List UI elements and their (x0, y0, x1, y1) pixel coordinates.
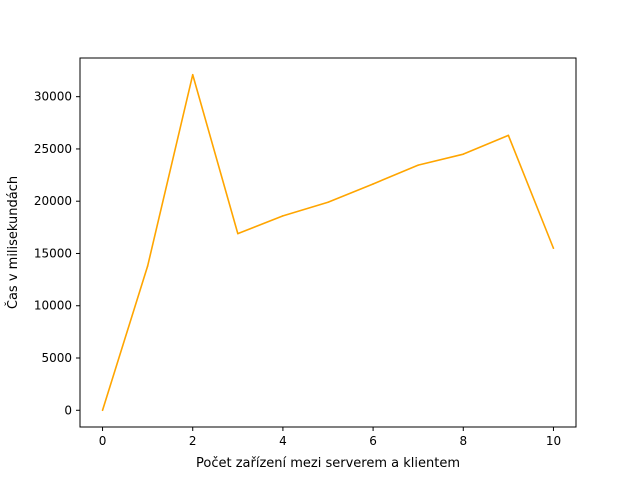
data-point (507, 134, 510, 137)
data-point (327, 201, 329, 204)
data-point (462, 153, 465, 155)
y-tick-label: 15000 (34, 246, 72, 260)
y-tick-label: 0 (64, 403, 72, 417)
x-axis-label: Počet zařízení mezi serverem a klientem (196, 456, 460, 471)
data-point (191, 73, 194, 76)
y-axis-label: Čas v milisekundách (5, 176, 21, 309)
x-axis-ticks: 0 2 4 6 8 10 (99, 427, 561, 448)
y-tick-label: 30000 (34, 90, 72, 104)
y-tick-label: 25000 (34, 142, 72, 156)
data-point (552, 247, 555, 250)
data-point (282, 215, 284, 217)
plot-background (80, 58, 576, 427)
y-tick-label: 5000 (41, 351, 72, 365)
data-point (417, 164, 419, 166)
x-tick-label: 8 (459, 434, 467, 448)
x-tick-label: 6 (369, 434, 377, 448)
data-point (101, 409, 104, 412)
data-point (146, 265, 149, 267)
x-tick-label: 0 (99, 434, 107, 448)
x-tick-label: 2 (189, 434, 197, 448)
y-tick-label: 10000 (34, 299, 72, 313)
data-point (237, 232, 239, 235)
x-tick-label: 4 (279, 434, 287, 448)
y-axis-ticks: 0 5000 10000 15000 20000 25000 30000 (34, 90, 80, 417)
y-tick-label: 20000 (34, 194, 72, 208)
series-layer (101, 73, 555, 412)
plot-frame (79, 57, 577, 428)
x-tick-label: 10 (546, 434, 561, 448)
data-point (372, 183, 374, 185)
